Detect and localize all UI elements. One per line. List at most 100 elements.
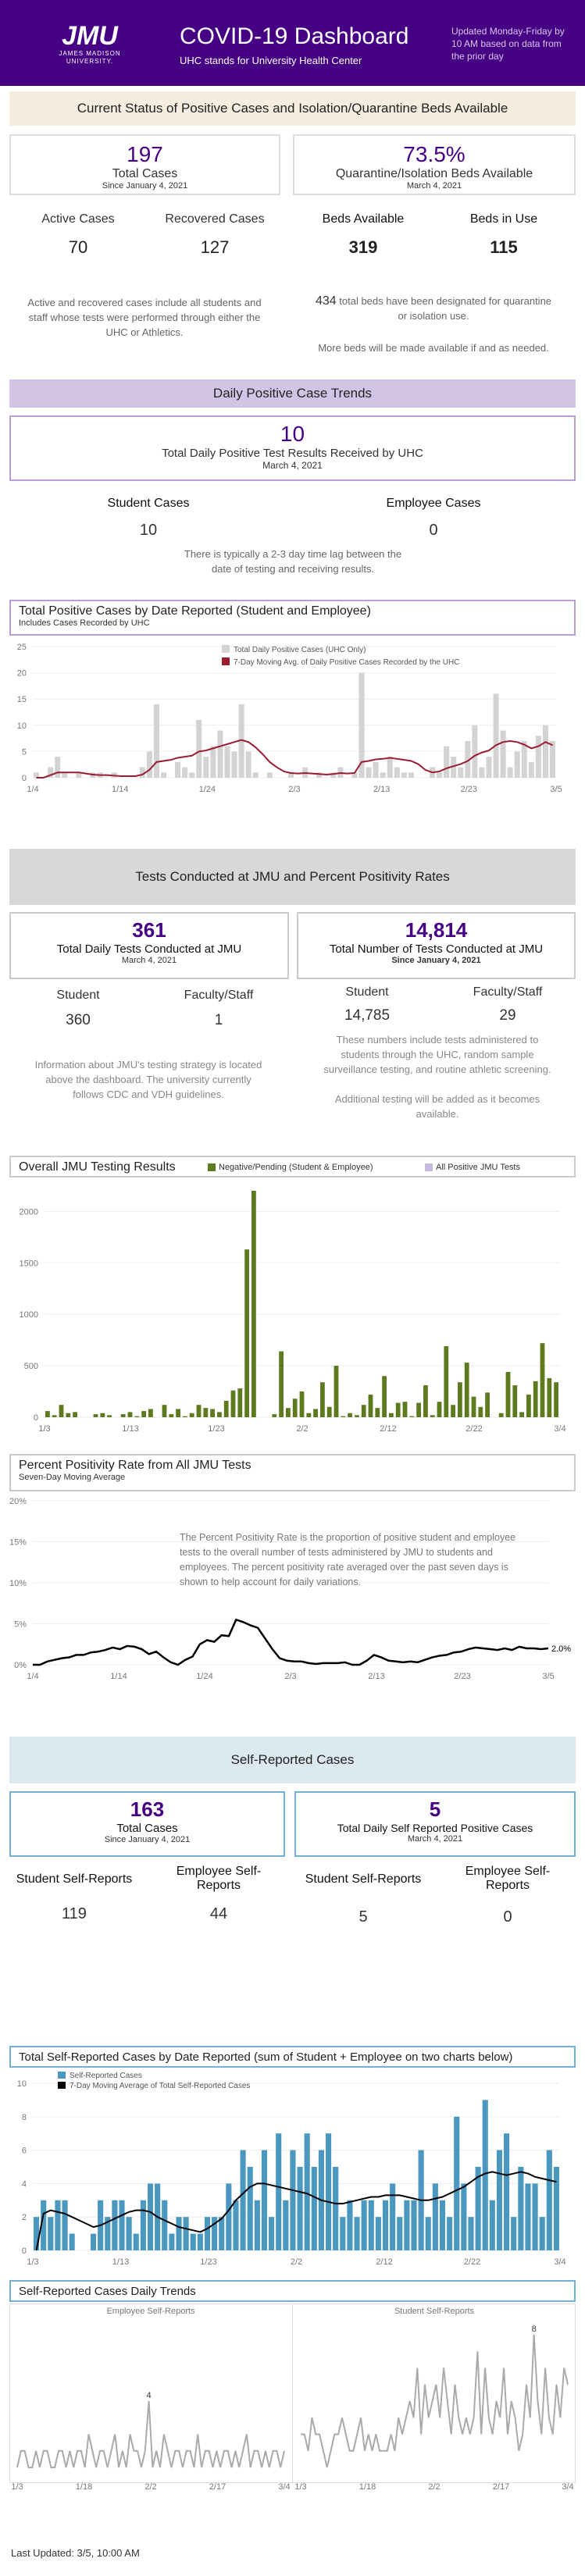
y-tick-label: 500 — [24, 1362, 38, 1371]
bar — [532, 2183, 538, 2250]
bar — [554, 1382, 558, 1417]
bar — [493, 693, 499, 778]
legend-bar-swatch — [222, 645, 230, 653]
bar — [458, 1382, 462, 1417]
bar — [297, 2167, 303, 2250]
bar — [549, 740, 555, 778]
jmu-logo: JMU JAMES MADISON UNIVERSITY. — [47, 22, 133, 66]
bar — [69, 2233, 75, 2250]
bar — [120, 1414, 126, 1417]
x-tick-label: 3/4 — [278, 2482, 290, 2492]
bar — [354, 2217, 360, 2250]
beds-note-text: total beds have been designated for quar… — [336, 295, 552, 322]
bar — [223, 1400, 229, 1417]
bar — [252, 772, 259, 778]
bar — [141, 1411, 146, 1417]
bar — [451, 757, 457, 778]
y-tick-label: 15 — [17, 695, 27, 704]
self-band: Self-Reported Cases — [9, 1737, 576, 1783]
bar — [276, 2133, 282, 2250]
bar — [34, 2217, 40, 2250]
bar — [140, 2200, 146, 2250]
tests-band: Tests Conducted at JMU and Percent Posit… — [9, 849, 576, 905]
x-tick-label: 1/23 — [200, 2257, 216, 2267]
x-tick-label: 2/2 — [428, 2482, 440, 2492]
bar — [401, 772, 407, 778]
self-student-value: 119 — [62, 1905, 87, 1922]
bar — [504, 2133, 510, 2250]
logo-main: JMU — [62, 21, 118, 51]
beds-note: 434 total beds have been designated for … — [312, 294, 555, 323]
bar — [408, 772, 414, 778]
student-cases-label: Student Cases — [107, 497, 190, 510]
bar — [279, 1351, 284, 1417]
bar — [290, 2150, 296, 2250]
y-tick-label: 0 — [22, 774, 27, 783]
bar — [119, 2200, 125, 2250]
bar — [162, 1405, 167, 1417]
recovered-value: 127 — [200, 237, 230, 257]
bar — [93, 1414, 98, 1417]
header: JMU JAMES MADISON UNIVERSITY. COVID-19 D… — [0, 0, 585, 86]
bar — [176, 2217, 182, 2250]
x-tick-label: 1/3 — [38, 1424, 50, 1434]
bar — [133, 2233, 139, 2250]
legend-avg-swatch — [222, 657, 230, 665]
bar — [458, 767, 464, 778]
bar — [224, 746, 230, 778]
x-tick-label: 1/13 — [112, 2257, 129, 2267]
bar — [447, 2217, 453, 2250]
x-tick-label: 2/12 — [376, 2257, 392, 2267]
x-tick-label: 2/13 — [373, 785, 390, 794]
bar — [409, 1416, 415, 1417]
bar — [482, 2100, 488, 2250]
self-employee-value: 44 — [209, 1905, 228, 1922]
student-trend-chart: 1/3 1/18 2/2 2/17 3/4 8 — [294, 2325, 573, 2492]
y-tick-label: 20 — [17, 669, 27, 679]
bar — [62, 772, 68, 778]
bar — [325, 2133, 332, 2250]
total-tests-value: 14,814 — [405, 918, 468, 942]
x-tick-label: 1/18 — [76, 2482, 92, 2492]
self-trends-title-prefix: Self-Reported Cases Daily Trends — [19, 2285, 196, 2298]
bar — [485, 1392, 490, 1417]
bar — [313, 1409, 318, 1417]
bar — [76, 772, 82, 778]
quarantine-label: Quarantine/Isolation Beds Available — [335, 167, 533, 180]
bar — [169, 1414, 174, 1417]
y-tick-label: 0 — [22, 2246, 27, 2256]
bar — [437, 772, 443, 778]
self-trends-title-box: Self-Reported Cases Daily Trends — [9, 2280, 576, 2302]
moving-average-line — [35, 2171, 557, 2251]
bar — [387, 757, 393, 778]
bar — [373, 761, 379, 778]
end-label: 2.0% — [551, 1644, 571, 1654]
total-tests-label: Total Number of Tests Conducted at JMU — [329, 942, 544, 956]
bar — [134, 1416, 140, 1417]
x-tick-label: 2/22 — [464, 2257, 480, 2267]
bar — [375, 1408, 380, 1417]
bar — [34, 772, 40, 778]
employee-cases-label: Employee Cases — [386, 497, 481, 510]
bar — [390, 2183, 396, 2250]
recovered-label: Recovered Cases — [165, 212, 265, 226]
x-tick-label: 3/4 — [554, 2257, 565, 2267]
bar — [478, 1406, 483, 1417]
x-tick-label: 1/14 — [112, 785, 128, 794]
x-tick-label: 1/24 — [196, 1672, 212, 1681]
self-student-label: Student Self-Reports — [16, 1872, 133, 1886]
employee-trend-chart: 1/3 1/18 2/2 2/17 3/4 4 — [11, 2391, 290, 2492]
bar — [326, 1406, 332, 1417]
total-tests-card: 14,814 Total Number of Tests Conducted a… — [297, 912, 576, 979]
self-chart-title: Total Self-Reported Cases by Date Report… — [19, 2050, 513, 2064]
beds-in-use-value: 115 — [490, 237, 518, 257]
self-employee-daily-value: 0 — [503, 1908, 512, 1926]
bar — [304, 2133, 310, 2250]
positive-chart-title: Total Positive Cases by Date Reported (S… — [19, 604, 371, 618]
self-employee-label: Employee Self-Reports — [176, 1865, 262, 1892]
legend-negative-swatch — [208, 1163, 216, 1171]
active-label: Active Cases — [41, 212, 115, 226]
tests-total-student-value: 14,785 — [344, 1007, 391, 1024]
bar — [511, 2217, 517, 2250]
x-tick-label: 2/17 — [209, 2482, 226, 2492]
